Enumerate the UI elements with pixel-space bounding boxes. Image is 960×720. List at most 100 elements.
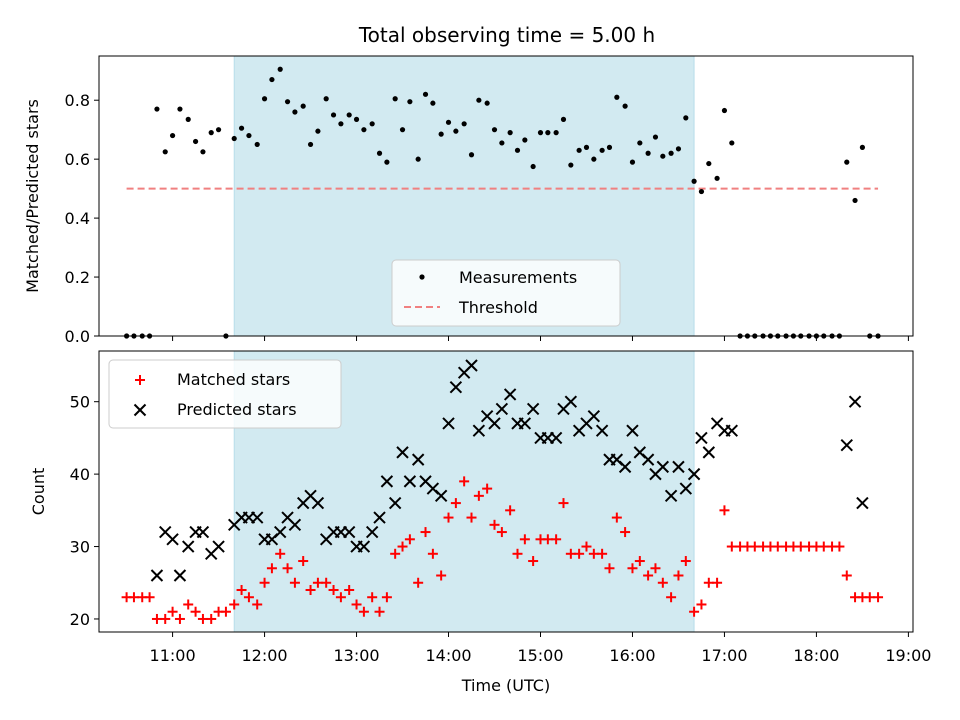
marker-stroke <box>664 489 678 503</box>
marker-stroke <box>495 402 509 416</box>
matched-star-point <box>252 599 263 610</box>
matched-star-point <box>390 548 401 559</box>
predicted-star-point <box>848 395 862 408</box>
matched-star-point <box>436 570 447 581</box>
matched-star-point <box>413 577 424 588</box>
marker-stroke <box>595 424 609 437</box>
matched-star-point <box>466 512 477 523</box>
measurement-point <box>346 112 352 118</box>
marker-stroke <box>587 409 601 423</box>
marker-stroke <box>373 511 386 524</box>
matched-star-point <box>574 548 585 559</box>
matched-star-point <box>712 577 723 588</box>
measurement-point <box>683 115 689 121</box>
bottom-y-axis-label: Count <box>29 468 48 516</box>
matched-star-point <box>236 584 247 595</box>
matched-star-point <box>220 606 231 617</box>
measurement-point <box>514 147 521 153</box>
marker-stroke <box>150 569 164 582</box>
top-legend-box <box>391 259 621 327</box>
top-legend: Measurements Threshold <box>391 259 621 327</box>
matched-star-point <box>528 556 539 567</box>
matched-star-point <box>489 519 500 530</box>
marker-stroke <box>396 446 409 459</box>
top-axes-frame <box>98 55 914 337</box>
matched-star-point <box>167 606 178 617</box>
x-tick-label: 11:00 <box>150 646 196 665</box>
predicted-star-point <box>380 475 394 488</box>
measurement-point <box>721 107 728 114</box>
marker-stroke <box>725 424 739 437</box>
measurement-point <box>399 127 406 133</box>
x-tick-label: 15:00 <box>517 646 563 665</box>
predicted-star-point <box>212 540 225 553</box>
predicted-star-point <box>150 569 164 582</box>
matched-star-point <box>282 563 293 574</box>
matched-star-point <box>581 541 592 552</box>
matched-star-point <box>144 592 155 603</box>
measurement-point <box>591 156 597 162</box>
measurement-point <box>637 140 643 146</box>
measurement-point <box>852 197 858 204</box>
predicted-star-point <box>641 453 655 466</box>
measurement-point <box>215 127 222 133</box>
marker-stroke <box>281 511 294 524</box>
top-y-tick-label: 0.4 <box>65 209 90 228</box>
bottom-axis-ticks: 20 30 40 50 11:00 12:00 13:00 14:00 15:00 16:00 17… <box>70 393 932 665</box>
predicted-stars-legend-marker <box>133 403 147 417</box>
measurement-point <box>192 138 199 145</box>
marker-stroke <box>702 446 716 459</box>
predicted-star-point <box>465 359 478 372</box>
matched-stars-legend-label: Matched stars <box>177 370 290 389</box>
measurement-point <box>384 159 390 165</box>
marker-stroke <box>388 496 402 510</box>
predicted-star-point <box>626 424 639 437</box>
predicted-star-point <box>173 569 187 582</box>
marker-stroke <box>250 511 264 524</box>
matched-star-point <box>443 512 454 523</box>
measurement-point <box>484 100 490 106</box>
matched-star-point <box>374 606 385 617</box>
marker-stroke <box>480 409 494 423</box>
measurement-point <box>338 121 344 127</box>
matched-star-point <box>335 592 346 603</box>
measurement-point <box>583 144 590 150</box>
predicted-star-point <box>442 417 455 430</box>
measurement-point <box>208 130 214 136</box>
matched-star-point <box>160 613 171 624</box>
marker-stroke <box>518 417 532 430</box>
measurement-point <box>714 175 720 181</box>
marker-stroke <box>273 525 287 539</box>
marker-stroke <box>710 417 724 430</box>
measurement-point <box>491 127 498 133</box>
measurement-point <box>461 121 467 127</box>
bottom-y-tick-label: 50 <box>70 393 90 412</box>
marker-stroke <box>403 475 417 488</box>
predicted-star-point <box>549 431 563 445</box>
matched-star-point <box>673 570 684 581</box>
bottom-axes-frame <box>98 350 914 633</box>
top-y-tick-label: 0.8 <box>65 91 90 110</box>
matched-star-point <box>404 534 415 545</box>
predicted-star-point <box>373 511 386 524</box>
measurement-point <box>438 131 444 137</box>
predicted-star-point <box>656 460 670 474</box>
predicted-star-point <box>695 431 708 445</box>
x-tick-label: 14:00 <box>425 646 471 665</box>
predicted-star-point <box>488 417 501 430</box>
measurement-point <box>369 121 375 127</box>
matched-star-point <box>873 592 884 603</box>
predicted-stars-series <box>150 359 869 582</box>
measurement-point <box>645 150 651 156</box>
matched-star-point <box>841 570 852 581</box>
measurements-legend-label: Measurements <box>459 268 577 287</box>
predicted-star-point <box>672 460 685 474</box>
predicted-star-point <box>365 525 379 539</box>
measurement-point <box>576 147 582 153</box>
matched-star-point <box>657 577 668 588</box>
predicted-star-point <box>518 417 532 430</box>
matched-star-point <box>243 592 254 603</box>
x-tick-label: 18:00 <box>793 646 839 665</box>
measurement-point <box>246 132 252 139</box>
matched-star-point <box>344 584 355 595</box>
